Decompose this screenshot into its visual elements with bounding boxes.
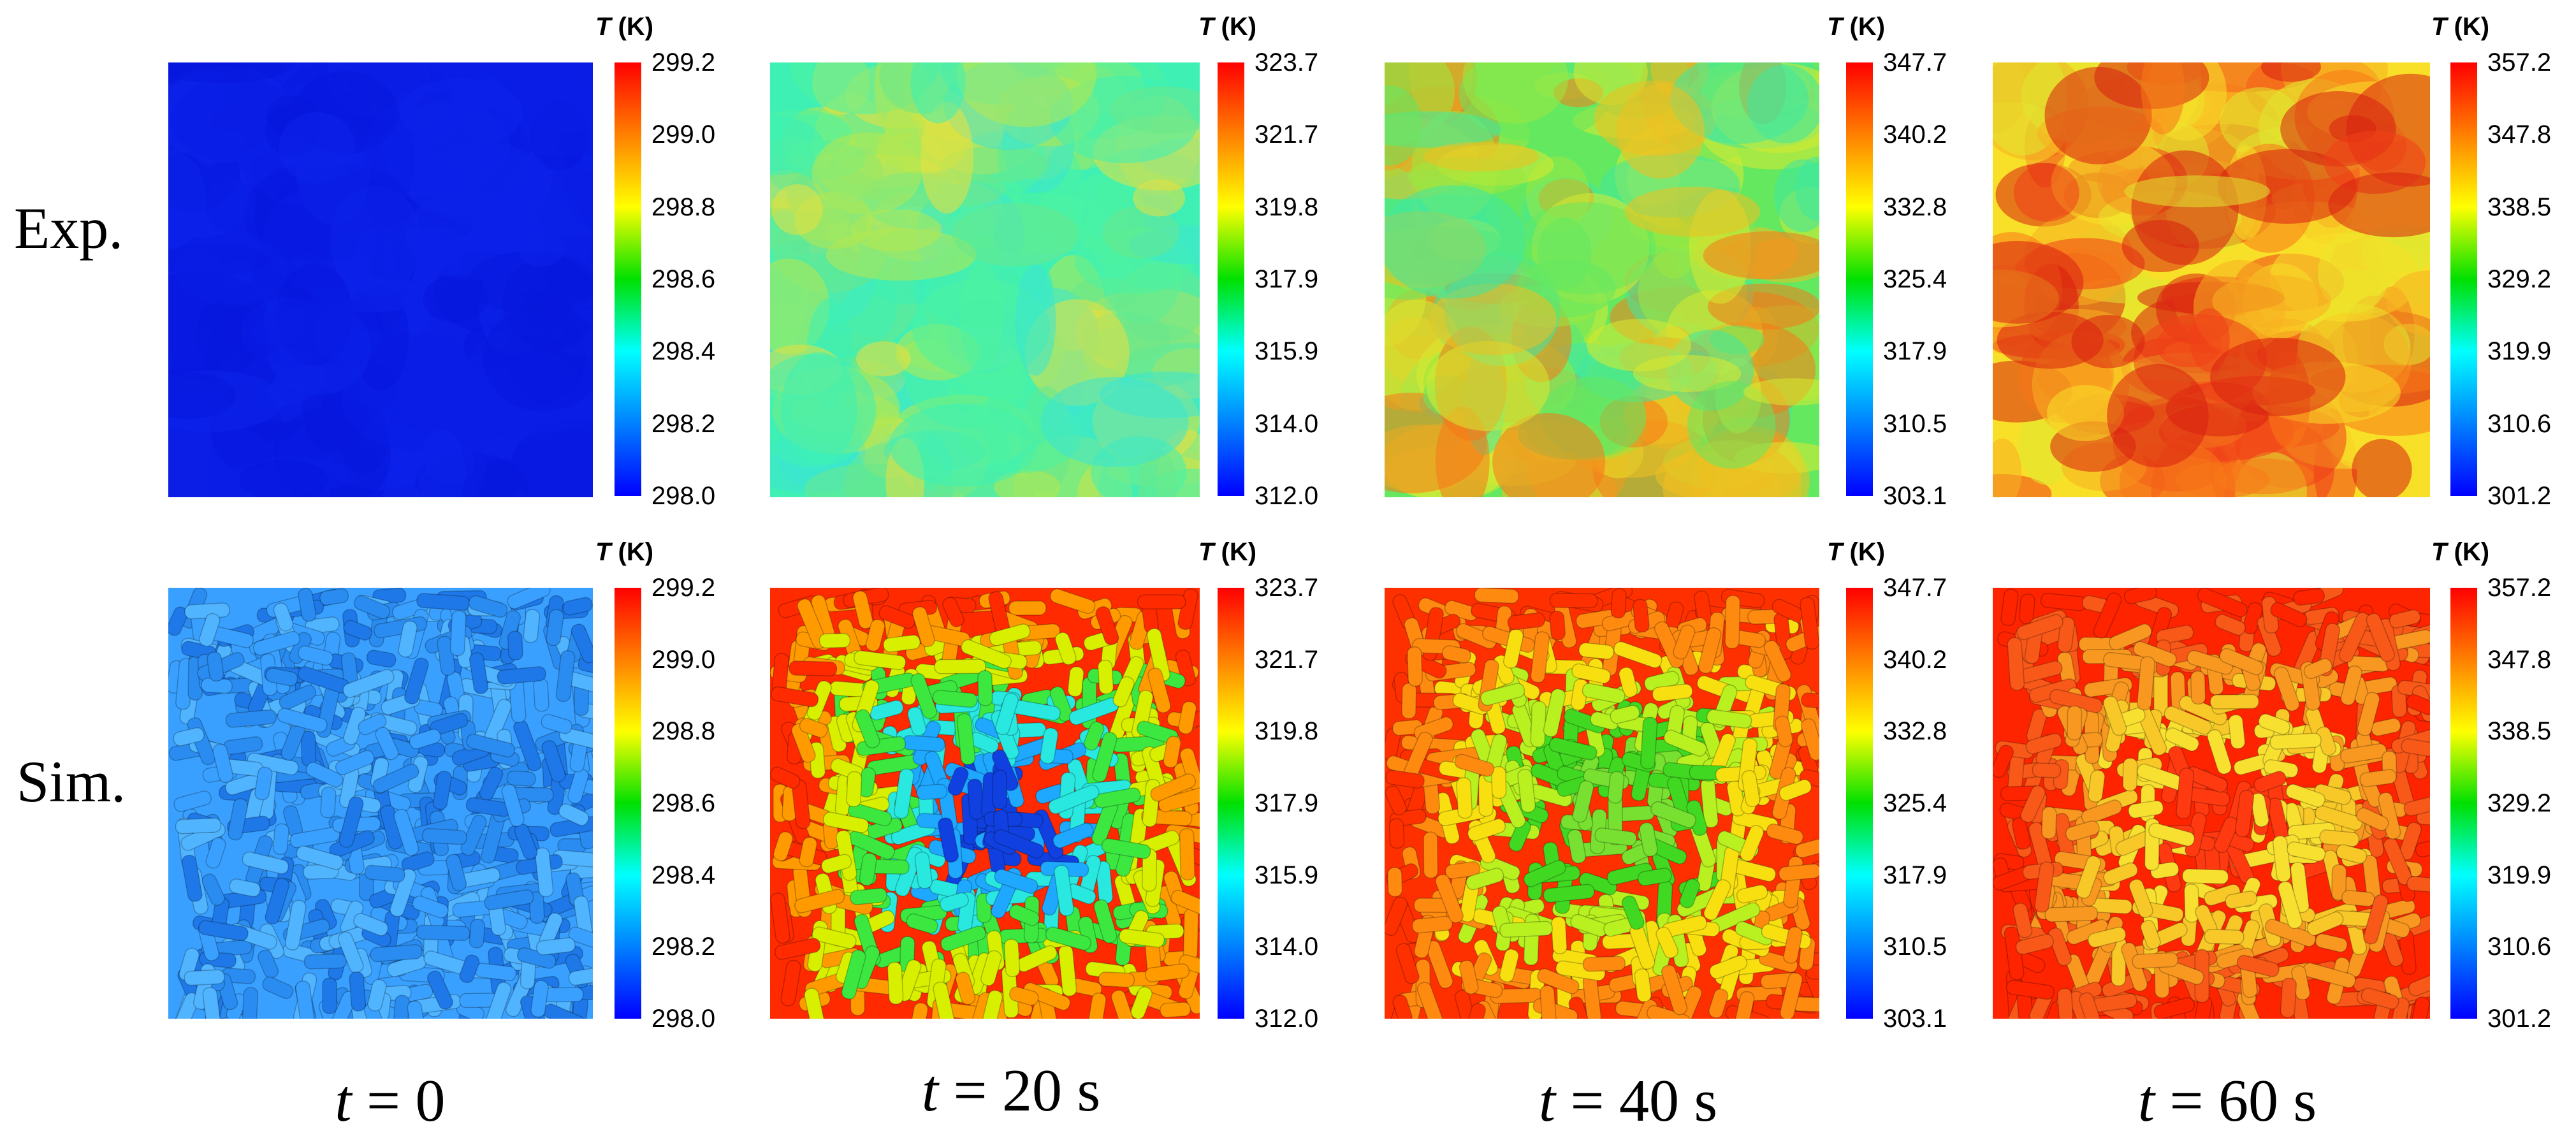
sim-colorbar-2: [1846, 588, 1873, 1019]
time-label-0: t = 0: [335, 1068, 446, 1134]
colorbar-tick: 303.1: [1883, 1005, 1947, 1033]
row-label-sim: Sim.: [17, 749, 126, 814]
exp-map-1: [770, 62, 1200, 497]
colorbar-tick: 325.4: [1883, 789, 1947, 817]
colorbar-tick: 317.9: [1883, 861, 1947, 889]
colorbar-tick: 310.6: [2487, 409, 2552, 438]
colorbar-title: T (K): [1198, 13, 1257, 41]
colorbar-tick: 310.6: [2487, 933, 2552, 961]
colorbar-tick: 340.2: [1883, 120, 1947, 149]
colorbar-title: T (K): [2431, 13, 2490, 41]
colorbar-tick: 317.9: [1255, 789, 1319, 817]
colorbar-title: T (K): [1827, 13, 1886, 41]
colorbar-tick: 298.2: [651, 933, 716, 961]
colorbar-tick: 298.4: [651, 337, 716, 366]
exp-map-0: [168, 62, 593, 497]
colorbar-tick: 332.8: [1883, 193, 1947, 221]
colorbar-tick: 312.0: [1255, 1005, 1319, 1033]
time-label-60: t = 60 s: [2137, 1068, 2317, 1134]
colorbar-tick: 323.7: [1255, 48, 1319, 76]
sim-map-1: [770, 588, 1200, 1019]
colorbar-title: T (K): [595, 538, 654, 566]
colorbar-tick: 298.4: [651, 861, 716, 889]
colorbar-tick: 325.4: [1883, 265, 1947, 293]
colorbar-title: T (K): [1827, 538, 1886, 566]
colorbar-tick: 298.0: [651, 482, 716, 510]
colorbar-tick: 338.5: [2487, 717, 2552, 746]
colorbar-tick: 301.2: [2487, 482, 2552, 510]
exp-colorbar-3: [2450, 62, 2477, 496]
colorbar-tick: 340.2: [1883, 645, 1947, 674]
sim-colorbar-1: [1218, 588, 1244, 1019]
colorbar-title: T (K): [595, 13, 654, 41]
row-label-exp: Exp.: [14, 196, 124, 261]
colorbar-tick: 301.2: [2487, 1005, 2552, 1033]
colorbar-tick: 319.9: [2487, 861, 2552, 889]
colorbar-tick: 317.9: [1255, 265, 1319, 293]
colorbar-title: T (K): [2431, 538, 2490, 566]
colorbar-tick: 312.0: [1255, 482, 1319, 510]
colorbar-tick: 310.5: [1883, 933, 1947, 961]
exp-colorbar-1: [1218, 62, 1244, 496]
exp-colorbar-2: [1846, 62, 1873, 496]
sim-colorbar-0: [615, 588, 641, 1019]
colorbar-tick: 319.8: [1255, 193, 1319, 221]
colorbar-tick: 299.0: [651, 120, 716, 149]
colorbar-tick: 319.9: [2487, 337, 2552, 366]
colorbar-tick: 298.8: [651, 717, 716, 746]
colorbar-tick: 357.2: [2487, 48, 2552, 76]
colorbar-tick: 299.2: [651, 574, 716, 602]
sim-map-3: [1993, 588, 2430, 1019]
colorbar-tick: 315.9: [1255, 337, 1319, 366]
colorbar-tick: 357.2: [2487, 574, 2552, 602]
colorbar-tick: 329.2: [2487, 265, 2552, 293]
colorbar-tick: 321.7: [1255, 645, 1319, 674]
exp-colorbar-0: [615, 62, 641, 496]
colorbar-tick: 319.8: [1255, 717, 1319, 746]
colorbar-tick: 299.0: [651, 645, 716, 674]
colorbar-tick: 298.8: [651, 193, 716, 221]
colorbar-tick: 329.2: [2487, 789, 2552, 817]
sim-colorbar-3: [2450, 588, 2477, 1019]
colorbar-tick: 317.9: [1883, 337, 1947, 366]
sim-map-0: [168, 588, 593, 1019]
colorbar-tick: 314.0: [1255, 409, 1319, 438]
exp-map-2: [1385, 62, 1819, 497]
colorbar-tick: 321.7: [1255, 120, 1319, 149]
time-label-20: t = 20 s: [921, 1058, 1101, 1124]
colorbar-tick: 298.6: [651, 265, 716, 293]
colorbar-tick: 347.7: [1883, 48, 1947, 76]
time-label-40: t = 40 s: [1538, 1068, 1718, 1134]
colorbar-tick: 338.5: [2487, 193, 2552, 221]
colorbar-tick: 298.2: [651, 409, 716, 438]
colorbar-title: T (K): [1198, 538, 1257, 566]
colorbar-tick: 323.7: [1255, 574, 1319, 602]
colorbar-tick: 347.7: [1883, 574, 1947, 602]
colorbar-tick: 315.9: [1255, 861, 1319, 889]
colorbar-tick: 347.8: [2487, 645, 2552, 674]
colorbar-tick: 314.0: [1255, 933, 1319, 961]
exp-map-3: [1993, 62, 2430, 497]
colorbar-tick: 303.1: [1883, 482, 1947, 510]
colorbar-tick: 298.6: [651, 789, 716, 817]
colorbar-tick: 332.8: [1883, 717, 1947, 746]
sim-map-2: [1385, 588, 1819, 1019]
colorbar-tick: 310.5: [1883, 409, 1947, 438]
colorbar-tick: 299.2: [651, 48, 716, 76]
colorbar-tick: 298.0: [651, 1005, 716, 1033]
colorbar-tick: 347.8: [2487, 120, 2552, 149]
